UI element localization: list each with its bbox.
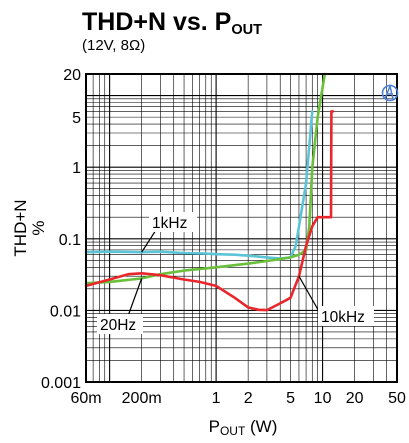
- x-axis-label-subscript: OUT: [220, 424, 246, 438]
- x-tick-label: 60m: [70, 390, 101, 407]
- x-tick-label: 2: [244, 390, 253, 407]
- annotation-20hz: 20Hz: [100, 317, 136, 334]
- annotation-box: [97, 314, 143, 334]
- x-tick-label: 1: [212, 390, 221, 407]
- y-tick-label: 1: [72, 160, 81, 177]
- x-tick-label: 20: [346, 390, 364, 407]
- x-tick-label: 10: [314, 390, 332, 407]
- annotation-box: [318, 306, 374, 326]
- series-layer: [84, 72, 335, 312]
- x-tick-label: 200m: [122, 390, 162, 407]
- chart-title-text: THD+N vs. P: [82, 8, 231, 36]
- chart-title: THD+N vs. POUT: [82, 8, 262, 38]
- series-line-1khz: [84, 110, 314, 260]
- y-axis-label-line2: %: [29, 220, 48, 235]
- y-axis-label-line1: THD+N: [11, 199, 30, 256]
- series-line-20hz: [84, 72, 327, 285]
- annotation-leader: [298, 275, 322, 316]
- y-tick-label: 0.1: [59, 232, 81, 249]
- y-tick-label: 0.01: [50, 303, 81, 320]
- annotation-box: [149, 212, 197, 232]
- grid: [85, 73, 398, 383]
- series-line-10khz: [84, 110, 335, 312]
- tick-labels: 60m 200m 1 2 5 10 20 50 0.001 0.01 0.1 1 5 20: [41, 67, 406, 407]
- plot-frame: [85, 73, 398, 383]
- y-tick-label: 20: [63, 67, 81, 84]
- annotation-leader: [141, 229, 157, 253]
- x-tick-label: 50: [388, 390, 406, 407]
- chart-subtitle: (12V, 8Ω): [82, 37, 145, 54]
- y-tick-label: 5: [72, 110, 81, 127]
- x-axis-label-text: P: [209, 417, 220, 436]
- x-tick-label: 5: [286, 390, 295, 407]
- chart-title-subscript: OUT: [231, 22, 262, 38]
- logo-icon: [381, 83, 399, 102]
- annotation-1khz: 1kHz: [152, 215, 187, 232]
- x-axis-label-unit: (W): [245, 417, 277, 436]
- annotation-layer: 1kHz 20Hz 10kHz: [97, 212, 374, 334]
- annotation-leader: [127, 278, 143, 317]
- annotation-10khz: 10kHz: [321, 309, 365, 326]
- y-axis-label: THD+N %: [11, 199, 48, 256]
- y-tick-label: 0.001: [41, 375, 81, 392]
- x-axis-label: POUT (W): [209, 417, 278, 438]
